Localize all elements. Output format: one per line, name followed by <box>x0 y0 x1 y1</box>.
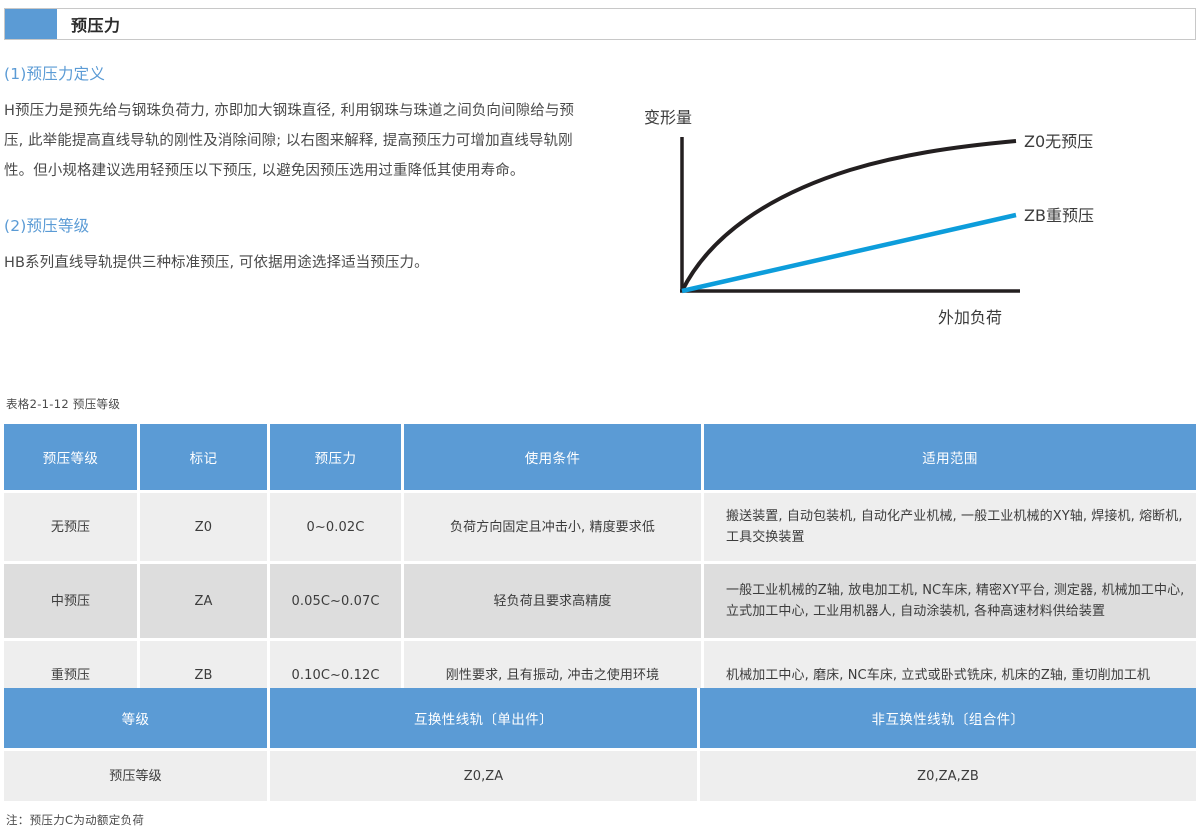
section-grades-text: HB系列直线导轨提供三种标准预压, 可依据用途选择适当预压力。 <box>4 255 429 271</box>
table-2-r0-label: 预压等级 <box>4 748 270 801</box>
table-2-r0-non-interchangeable: Z0,ZA,ZB <box>700 748 1196 801</box>
table-1-r0-condition: 负荷方向固定且冲击小, 精度要求低 <box>404 490 704 561</box>
table-2-header-non-interchangeable: 非互换性线轨〔组合件〕 <box>700 688 1196 748</box>
table-1-r1-grade: 中预压 <box>4 561 140 638</box>
content-left-column: (1)预压力定义 H预压力是预先给与钢珠负荷力, 亦即加大钢珠直径, 利用钢珠与… <box>4 62 584 278</box>
chart-series-zb-label: ZB重预压 <box>1024 206 1094 225</box>
table-1-header-condition: 使用条件 <box>404 424 704 490</box>
interchangeability-table: 等级 互换性线轨〔单出件〕 非互换性线轨〔组合件〕 预压等级 Z0,ZA Z0,… <box>4 688 1196 801</box>
table-1-r1-mark: ZA <box>140 561 270 638</box>
table-1-r0-force: 0~0.02C <box>270 490 404 561</box>
footnote: 注：预压力C为动额定负荷 <box>6 813 145 827</box>
table-2-header-interchangeable: 互换性线轨〔单出件〕 <box>270 688 700 748</box>
table-2-r0-interchangeable: Z0,ZA <box>270 748 700 801</box>
preload-deformation-chart: 变形量 Z0无预压 ZB重预压 外加负荷 <box>620 95 1200 335</box>
preload-grades-table: 预压等级 标记 预压力 使用条件 适用范围 无预压 Z0 0~0.02C 负荷方… <box>4 424 1196 709</box>
section-definition: (1)预压力定义 H预压力是预先给与钢珠负荷力, 亦即加大钢珠直径, 利用钢珠与… <box>4 62 584 186</box>
header-accent-swatch <box>5 9 57 39</box>
table-1-r1-force: 0.05C~0.07C <box>270 561 404 638</box>
table-1-r1-application: 一般工业机械的Z轴, 放电加工机, NC车床, 精密XY平台, 测定器, 机械加… <box>704 561 1196 638</box>
section-definition-heading: (1)预压力定义 <box>4 65 106 83</box>
page-title: 预压力 <box>71 16 121 35</box>
chart-svg: 变形量 Z0无预压 ZB重预压 外加负荷 <box>644 108 1094 327</box>
table-1-header-application: 适用范围 <box>704 424 1196 490</box>
chart-xlabel: 外加负荷 <box>938 308 1002 327</box>
table-1-header-mark: 标记 <box>140 424 270 490</box>
table-row: 中预压 ZA 0.05C~0.07C 轻负荷且要求高精度 一般工业机械的Z轴, … <box>4 561 1196 638</box>
table-row: 无预压 Z0 0~0.02C 负荷方向固定且冲击小, 精度要求低 搬送装置, 自… <box>4 490 1196 561</box>
table-1-r0-grade: 无预压 <box>4 490 140 561</box>
table-2-header-grade: 等级 <box>4 688 270 748</box>
chart-ylabel: 变形量 <box>644 108 692 127</box>
table-1-caption: 表格2-1-12 预压等级 <box>6 397 121 411</box>
section-grades: (2)预压等级 HB系列直线导轨提供三种标准预压, 可依据用途选择适当预压力。 <box>4 214 584 278</box>
section-definition-text: H预压力是预先给与钢珠负荷力, 亦即加大钢珠直径, 利用钢珠与珠道之间负向间隙给… <box>4 103 575 179</box>
chart-series-zb-line <box>681 212 1017 294</box>
page-title-wrap: 预压力 <box>57 9 121 39</box>
table-1-header-force: 预压力 <box>270 424 404 490</box>
table-2-header-row: 等级 互换性线轨〔单出件〕 非互换性线轨〔组合件〕 <box>4 688 1196 748</box>
section-grades-heading: (2)预压等级 <box>4 217 90 235</box>
chart-series-z0-label: Z0无预压 <box>1024 132 1093 151</box>
table-row: 预压等级 Z0,ZA Z0,ZA,ZB <box>4 748 1196 801</box>
table-1-r0-application: 搬送装置, 自动包装机, 自动化产业机械, 一般工业机械的XY轴, 焊接机, 熔… <box>704 490 1196 561</box>
page-header: 预压力 <box>4 8 1196 40</box>
chart-series-z0-line <box>680 139 1017 292</box>
table-1-r1-condition: 轻负荷且要求高精度 <box>404 561 704 638</box>
table-1-r0-mark: Z0 <box>140 490 270 561</box>
table-1-header-row: 预压等级 标记 预压力 使用条件 适用范围 <box>4 424 1196 490</box>
table-1-header-grade: 预压等级 <box>4 424 140 490</box>
